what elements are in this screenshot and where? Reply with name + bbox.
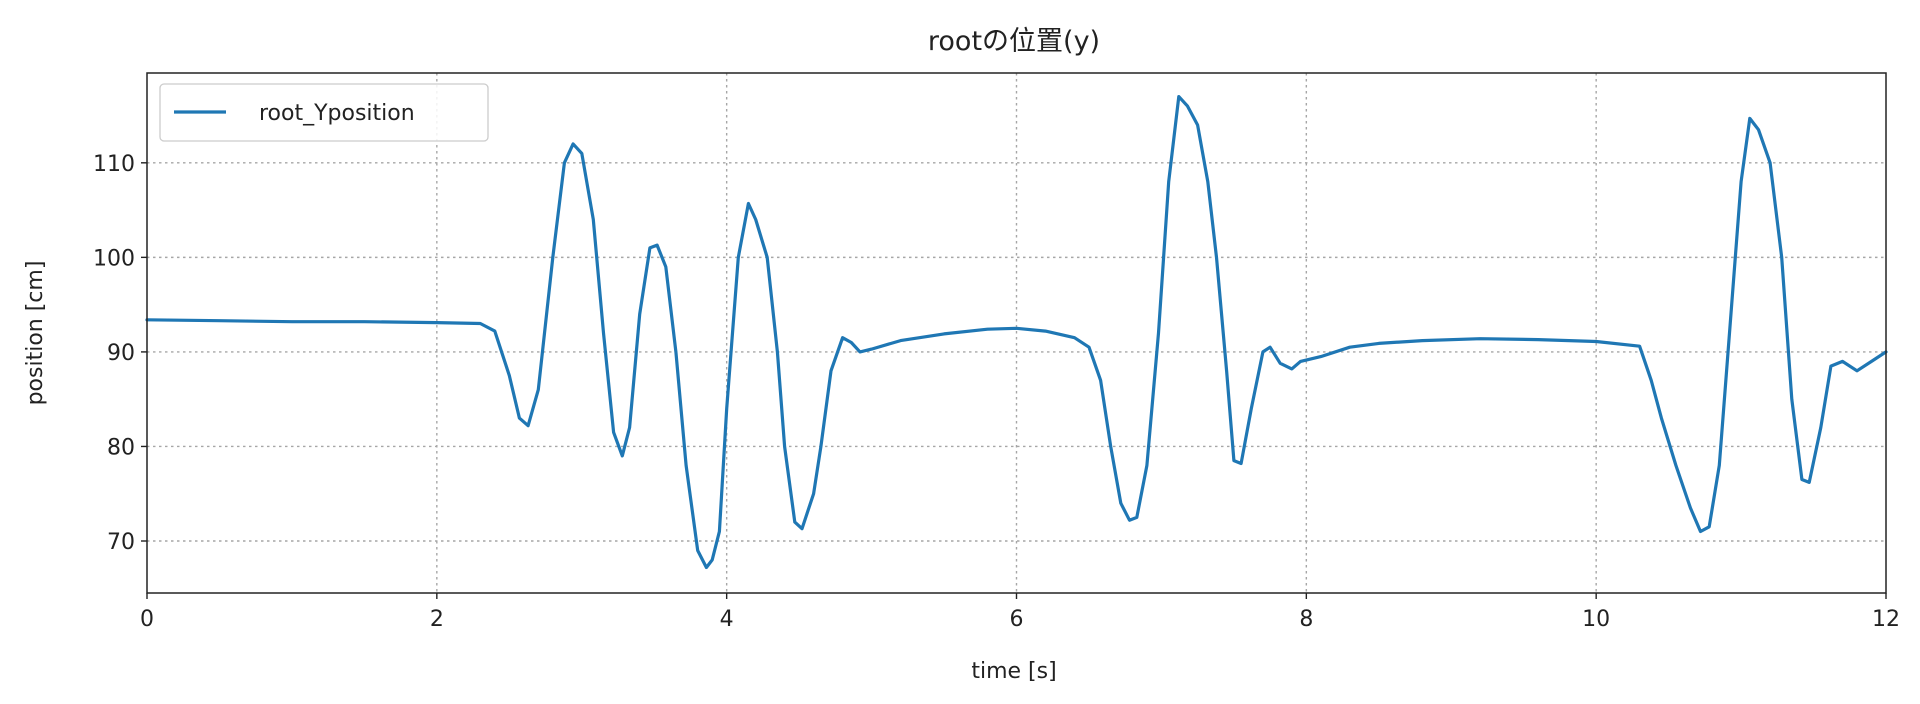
y-tick-label: 90 [107,341,135,366]
legend-box [159,83,489,142]
legend: root_Yposition [159,83,489,142]
series-line [145,95,1888,570]
x-axis-label: time [s] [971,659,1056,684]
y-tick-label: 80 [107,435,135,460]
grid-lines [147,73,1886,593]
x-tick-label: 4 [720,607,734,632]
series-layer [145,95,1888,570]
chart-title: rootの位置(y) [928,26,1100,57]
y-axis-label: position [cm] [23,261,48,406]
y-tick-label: 100 [93,246,135,271]
axis-ticks: 0 2 4 6 8 10 12 70 80 90 100 110 [93,152,1900,632]
x-tick-label: 2 [430,607,444,632]
x-tick-label: 10 [1582,607,1610,632]
x-tick-label: 6 [1010,607,1024,632]
x-tick-label: 8 [1299,607,1313,632]
y-tick-label: 70 [107,530,135,555]
y-tick-label: 110 [93,152,135,177]
legend-label: root_Yposition [259,101,415,126]
x-tick-label: 0 [140,607,154,632]
x-tick-label: 12 [1872,607,1900,632]
